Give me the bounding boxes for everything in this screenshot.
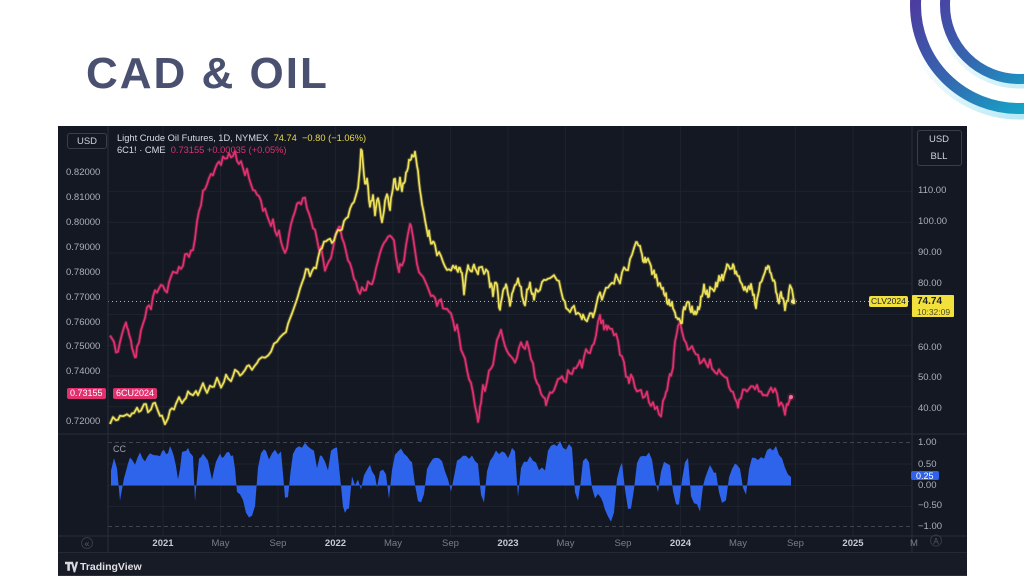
svg-text:«: « (84, 539, 89, 549)
svg-text:A: A (933, 537, 939, 546)
svg-text:TradingView: TradingView (80, 561, 142, 573)
